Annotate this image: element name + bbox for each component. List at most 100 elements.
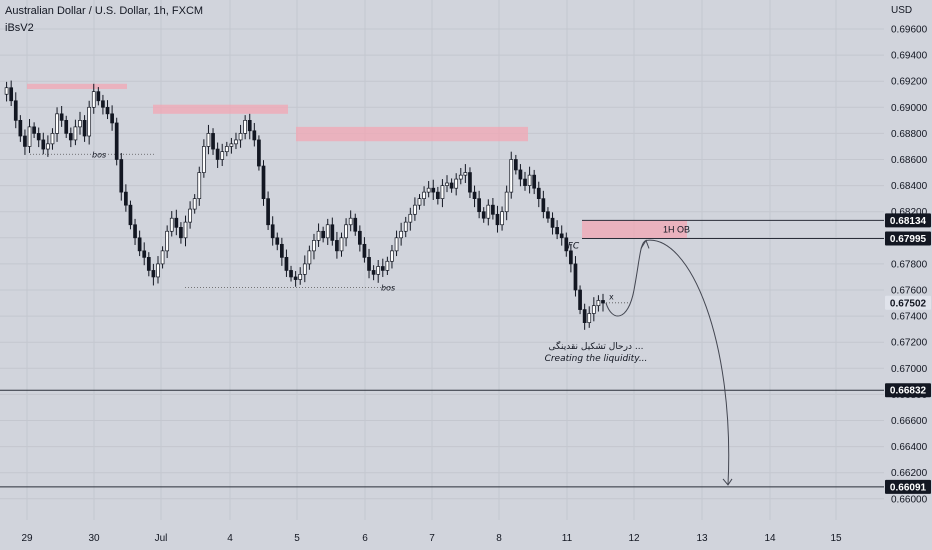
candle-body — [13, 100, 18, 121]
candle-body — [513, 159, 518, 171]
candle-body — [91, 91, 96, 108]
candle-body — [197, 172, 202, 200]
candles — [4, 80, 605, 330]
candle-body — [390, 250, 394, 262]
price-tick-label: 0.66600 — [891, 416, 928, 427]
candle-body — [18, 119, 23, 137]
price-tick-label: 0.69400 — [891, 51, 928, 62]
price-label-box[interactable] — [885, 213, 931, 228]
candle-body — [559, 233, 564, 239]
candle-body — [55, 113, 59, 134]
candle-body — [68, 133, 73, 141]
candle-body — [532, 174, 537, 189]
candle-body — [174, 217, 179, 228]
candle-body — [316, 230, 321, 241]
candle-body — [78, 119, 82, 128]
candle-body — [302, 263, 307, 275]
candle-body — [32, 126, 36, 134]
time-axis-background — [0, 521, 932, 550]
candle-body — [380, 266, 385, 271]
candle-body — [312, 240, 316, 252]
candle-body — [376, 266, 381, 275]
candle-body — [536, 187, 541, 200]
candle-body — [146, 257, 151, 271]
candle-body — [325, 224, 330, 239]
time-tick-label: 4 — [227, 533, 233, 544]
currency-label: USD — [891, 5, 913, 16]
candle-body — [156, 263, 160, 278]
price-label-box[interactable] — [885, 231, 931, 246]
annotations: bos bos IFC x درحال تشکیل نقدینگی ... Creatin… — [92, 150, 647, 364]
candle-body — [215, 148, 220, 160]
candle-body — [41, 139, 46, 150]
candle-body — [458, 174, 463, 180]
candle-body — [46, 143, 50, 150]
candle-body — [284, 257, 289, 271]
candle-body — [426, 187, 431, 193]
candle-body — [591, 305, 596, 314]
candle-body — [335, 240, 339, 252]
candle-body — [481, 211, 486, 219]
zone-box — [27, 83, 127, 90]
price-label-box[interactable] — [885, 383, 931, 398]
candle-body — [224, 146, 229, 153]
candle-body — [238, 133, 243, 141]
candle-body — [293, 276, 298, 280]
candle-body — [206, 133, 211, 147]
horizontal-lines — [0, 153, 884, 488]
candle-body — [353, 217, 358, 232]
candle-body — [4, 87, 9, 95]
candle-body — [445, 182, 449, 186]
candle-body — [114, 122, 119, 160]
candle-body — [523, 178, 527, 186]
candle-body — [472, 191, 477, 200]
price-tick-label: 0.69000 — [891, 103, 928, 114]
candle-body — [307, 250, 312, 265]
candle-body — [101, 100, 105, 108]
candle-body — [128, 204, 133, 226]
time-axis[interactable]: 29 30 Jul 4 5 6 7 8 11 12 13 14 15 — [0, 521, 932, 550]
price-axis-background — [884, 0, 932, 550]
annotation-text: bos — [92, 150, 106, 159]
candle-body — [413, 204, 417, 215]
price-label-box[interactable] — [885, 479, 931, 494]
candle-body — [247, 119, 252, 132]
candle-body — [64, 119, 69, 134]
price-tick-label: 0.67000 — [891, 364, 928, 375]
price-tick-label: 0.68400 — [891, 181, 928, 192]
candle-body — [137, 237, 142, 252]
candle-body — [495, 213, 500, 226]
indicator-label[interactable]: iBsV2 — [5, 22, 34, 34]
candle-body — [275, 237, 280, 245]
annotation-text: Creating the liquidity... — [545, 354, 648, 364]
price-label-text: 0.67502 — [890, 298, 927, 309]
candle-body — [344, 224, 348, 239]
candle-body — [23, 135, 27, 147]
candle-body — [518, 169, 523, 180]
time-tick-label: 12 — [628, 533, 640, 544]
candle-body — [449, 182, 454, 189]
candle-body — [339, 237, 344, 252]
price-tick-label: 0.69600 — [891, 25, 928, 36]
candle-body — [298, 273, 303, 280]
candle-body — [454, 178, 459, 189]
candle-body — [165, 230, 170, 252]
candle-body — [371, 270, 376, 275]
candle-body — [573, 263, 578, 291]
candle-body — [422, 191, 426, 200]
price-tick-label: 0.66200 — [891, 468, 928, 479]
candle-body — [261, 165, 266, 199]
candle-body — [229, 143, 234, 147]
price-axis[interactable]: 0.69600 0.69400 0.69200 0.69000 0.68800 0.686… — [884, 0, 932, 550]
candle-body — [133, 224, 137, 239]
zone-box — [296, 126, 528, 142]
price-label-box[interactable] — [885, 295, 931, 310]
candle-body — [527, 174, 532, 186]
arrowhead-up-icon — [640, 239, 650, 249]
candle-body — [408, 213, 413, 223]
candle-body — [183, 221, 188, 239]
candle-body — [463, 172, 468, 176]
price-label-text: 0.68134 — [890, 216, 927, 227]
